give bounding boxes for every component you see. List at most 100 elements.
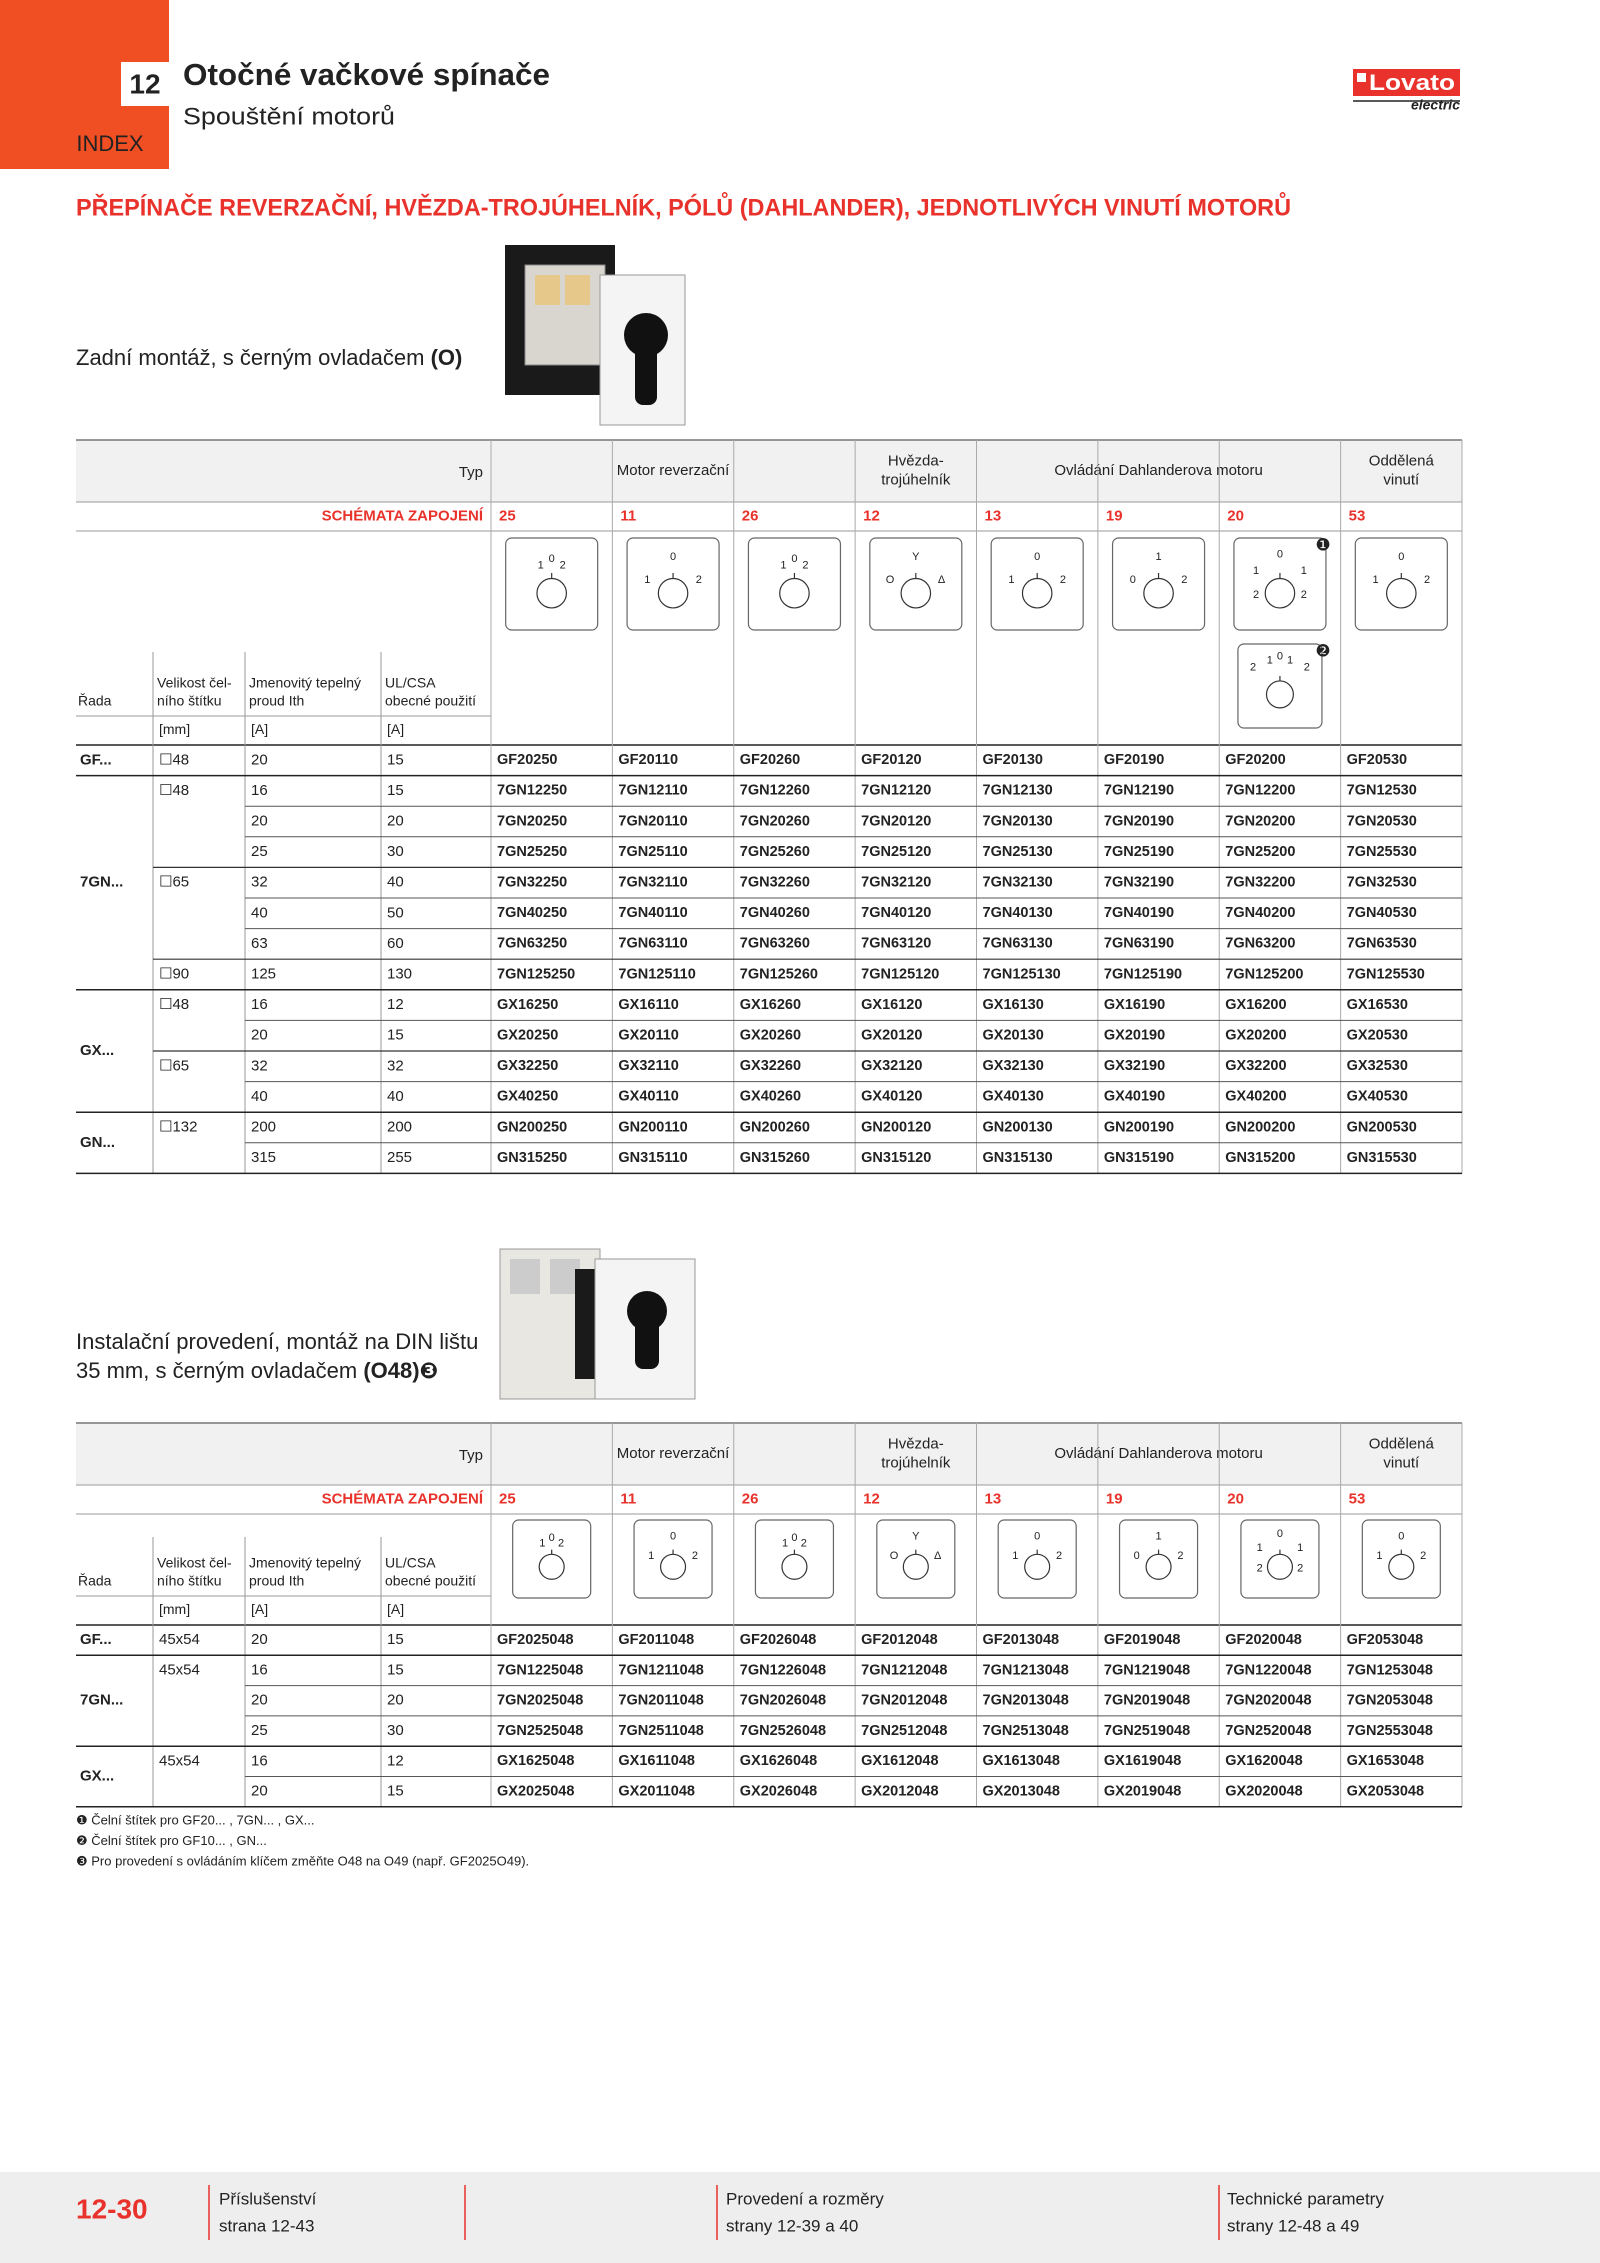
caption-bold: (O48)❸ [363,1358,438,1383]
group-label: trojúhelník [881,471,951,488]
page-title: Otočné vačkové spínače [183,57,550,92]
footer-link[interactable]: Příslušenství [219,2189,317,2208]
diagram-dial [902,1553,929,1580]
diagram-box [512,1519,592,1599]
footer-link[interactable]: Provedení a rozměry [726,2189,884,2208]
column-header: Velikost čel- [157,1555,232,1571]
rated-current: 63 [251,935,268,952]
rated-current: 16 [251,1752,268,1769]
order-code: 7GN63260 [740,936,810,952]
photo-knob [624,313,668,357]
order-code: GN315190 [1104,1150,1174,1166]
scheme-code: 13 [985,507,1002,524]
diagram-label: 2 [1253,589,1259,601]
diagram-label: 0 [670,1530,676,1542]
order-code: GN315110 [618,1150,687,1166]
photo-body [565,275,590,305]
order-code: 7GN2512048 [861,1723,947,1739]
diagram-label: 1 [539,1537,545,1549]
order-code: GX32120 [861,1058,922,1074]
series-label: GX... [80,1042,114,1059]
order-code: 7GN63190 [1104,936,1174,952]
order-code: GX1613048 [983,1753,1060,1769]
order-code: GN315260 [740,1150,810,1166]
order-code: 7GN125130 [983,966,1061,982]
ul-current: 255 [387,1149,412,1166]
order-code: 7GN2011048 [618,1693,703,1709]
index-link[interactable]: INDEX [76,131,144,156]
rated-current: 20 [251,751,268,768]
order-code: 7GN40200 [1225,905,1295,921]
diagram-label: Y [912,1530,920,1542]
diagram-label: 1 [1297,1542,1303,1554]
order-code: GX20120 [861,1028,922,1044]
diagram-label: 2 [801,1537,807,1549]
diagram-label: 1 [644,574,650,586]
footer-link[interactable]: Technické parametry [1227,2189,1384,2208]
diagram-dial [900,577,932,609]
order-code: GF2013048 [983,1632,1060,1648]
order-code: 7GN2519048 [1104,1723,1190,1739]
column-header: ního štítku [157,1573,222,1589]
order-code: 7GN125110 [618,966,695,982]
rated-current: 16 [251,1661,268,1678]
column-header: Velikost čel- [157,675,232,691]
order-code: 7GN20200 [1225,813,1295,829]
diagram-box [754,1519,835,1599]
footer-link-pages[interactable]: strana 12-43 [219,2216,314,2235]
order-code: GX2013048 [983,1783,1060,1799]
order-code: GX16250 [497,997,558,1013]
order-code: 7GN25130 [983,844,1053,860]
diagram-label: 1 [648,1550,654,1562]
diagram-label: 1 [1372,574,1378,586]
diagram-box [1240,1519,1320,1599]
diagram-label: O [890,1550,899,1562]
diagram-label: 0 [1277,1528,1283,1540]
diagram-dial [1024,1553,1051,1580]
ul-current: 15 [387,1783,404,1800]
column-header: proud Ith [249,693,304,709]
chapter-number: 12 [129,68,160,99]
order-code: 7GN40110 [618,905,687,921]
diagram-dial [1264,577,1296,609]
order-code: 7GN12200 [1225,783,1295,799]
order-code: GX1620048 [1225,1753,1302,1769]
diagram-dial [1388,1553,1415,1580]
footer-link-pages[interactable]: strany 12-39 a 40 [726,2216,858,2235]
logo-mark [1357,73,1366,82]
order-code: GX2026048 [740,1783,817,1799]
order-code: 7GN63130 [983,936,1053,952]
order-code: 7GN1213048 [983,1662,1069,1678]
size-label: ☐132 [159,1118,197,1135]
order-code: 7GN20120 [861,813,931,829]
group-label: vinutí [1383,1454,1420,1471]
order-code: 7GN32200 [1225,875,1295,891]
order-code: GN200250 [497,1119,567,1135]
diagram-box [626,537,720,631]
order-code: GX40530 [1347,1089,1408,1105]
size-label: ☐90 [159,965,189,982]
scheme-code: 20 [1227,1490,1244,1507]
order-code: GF2012048 [861,1632,938,1648]
column-header: Řada [78,1573,112,1589]
group-label: Ovládání Dahlanderova motoru [1054,462,1262,479]
footer-link-pages[interactable]: strany 12-48 a 49 [1227,2216,1359,2235]
order-code: 7GN12250 [497,783,567,799]
rated-current: 40 [251,904,268,921]
diagram-label: 2 [1250,661,1256,673]
rated-current: 32 [251,1057,268,1074]
order-code: 7GN12120 [861,783,931,799]
order-code: 7GN63250 [497,936,567,952]
order-code: GX2019048 [1104,1783,1181,1799]
page-subtitle: Spouštění motorů [183,103,395,130]
order-code: GX2011048 [618,1783,695,1799]
order-code: 7GN32120 [861,875,931,891]
order-code: GF2053048 [1347,1632,1424,1648]
order-code: GX20250 [497,1028,558,1044]
diagram-dial [1385,577,1417,609]
order-code: 7GN1219048 [1104,1662,1190,1678]
rated-current: 20 [251,1027,268,1044]
size-label: ☐65 [159,874,189,891]
diagram-label: 2 [1304,661,1310,673]
